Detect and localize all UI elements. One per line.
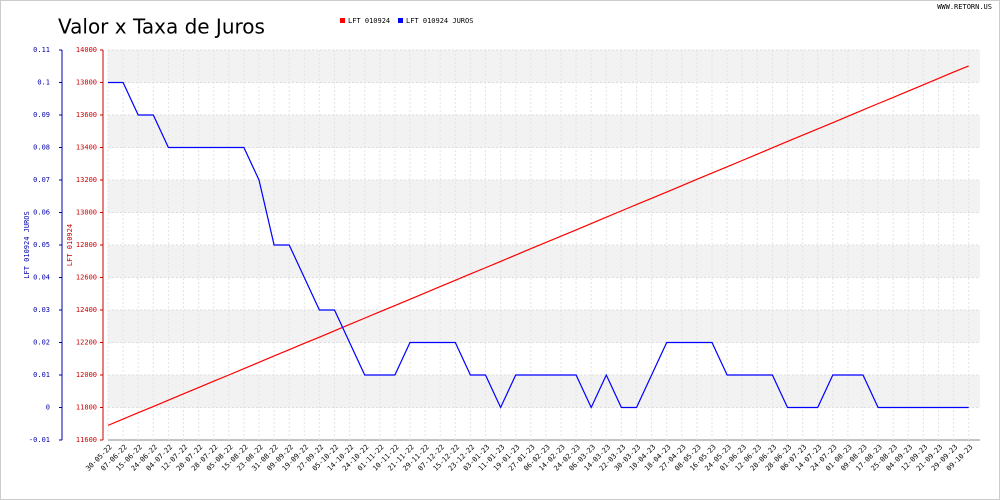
y2-tick-label: 0.08 [33, 144, 50, 152]
legend-swatch [340, 18, 345, 23]
y-tick-label: 13800 [76, 79, 97, 87]
y2-tick-label: 0.05 [33, 241, 50, 249]
y-tick-label: 13600 [76, 111, 97, 119]
grid-band [108, 245, 980, 278]
y-tick-label: 12200 [76, 339, 97, 347]
y-tick-label: 11800 [76, 404, 97, 412]
grid-band [108, 180, 980, 213]
chart-title: Valor x Taxa de Juros [58, 15, 265, 39]
grid-band [108, 310, 980, 343]
series-line [107, 65, 969, 426]
grid-band [108, 375, 980, 408]
y2-tick-label: 0.06 [33, 209, 50, 217]
y2-tick-label: 0.11 [33, 46, 50, 54]
y2-tick-label: 0.1 [37, 79, 50, 87]
y-tick-label: 13200 [76, 176, 97, 184]
y-axis-title: LFT 010924 [66, 224, 74, 266]
y-tick-label: 12400 [76, 306, 97, 314]
grid-band [108, 50, 980, 83]
y2-tick-label: 0.01 [33, 371, 50, 379]
y-tick-label: 11600 [76, 436, 97, 444]
y2-tick-label: 0.07 [33, 176, 50, 184]
y-tick-label: 14000 [76, 46, 97, 54]
legend-label: LFT 010924 [348, 17, 390, 25]
y2-tick-label: 0.04 [33, 274, 50, 282]
y-tick-label: 12000 [76, 371, 97, 379]
y-tick-label: 12800 [76, 241, 97, 249]
y2-tick-label: 0.02 [33, 339, 50, 347]
y-tick-label: 13000 [76, 209, 97, 217]
y2-tick-label: 0 [46, 404, 50, 412]
y2-axis-title: LFT 010924 JUROS [23, 211, 31, 278]
legend-swatch [398, 18, 403, 23]
watermark: WWW.RETORN.US [937, 3, 992, 11]
grid-band [108, 115, 980, 148]
y-tick-label: 12600 [76, 274, 97, 282]
y2-tick-label: 0.09 [33, 111, 50, 119]
series-line [108, 81, 969, 409]
y2-tick-label: 0.03 [33, 306, 50, 314]
y-tick-label: 13400 [76, 144, 97, 152]
legend-label: LFT 010924 JUROS [406, 17, 473, 25]
y2-tick-label: -0.01 [29, 436, 50, 444]
